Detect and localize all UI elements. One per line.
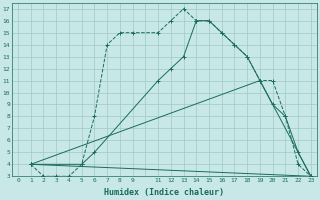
X-axis label: Humidex (Indice chaleur): Humidex (Indice chaleur)	[104, 188, 224, 197]
